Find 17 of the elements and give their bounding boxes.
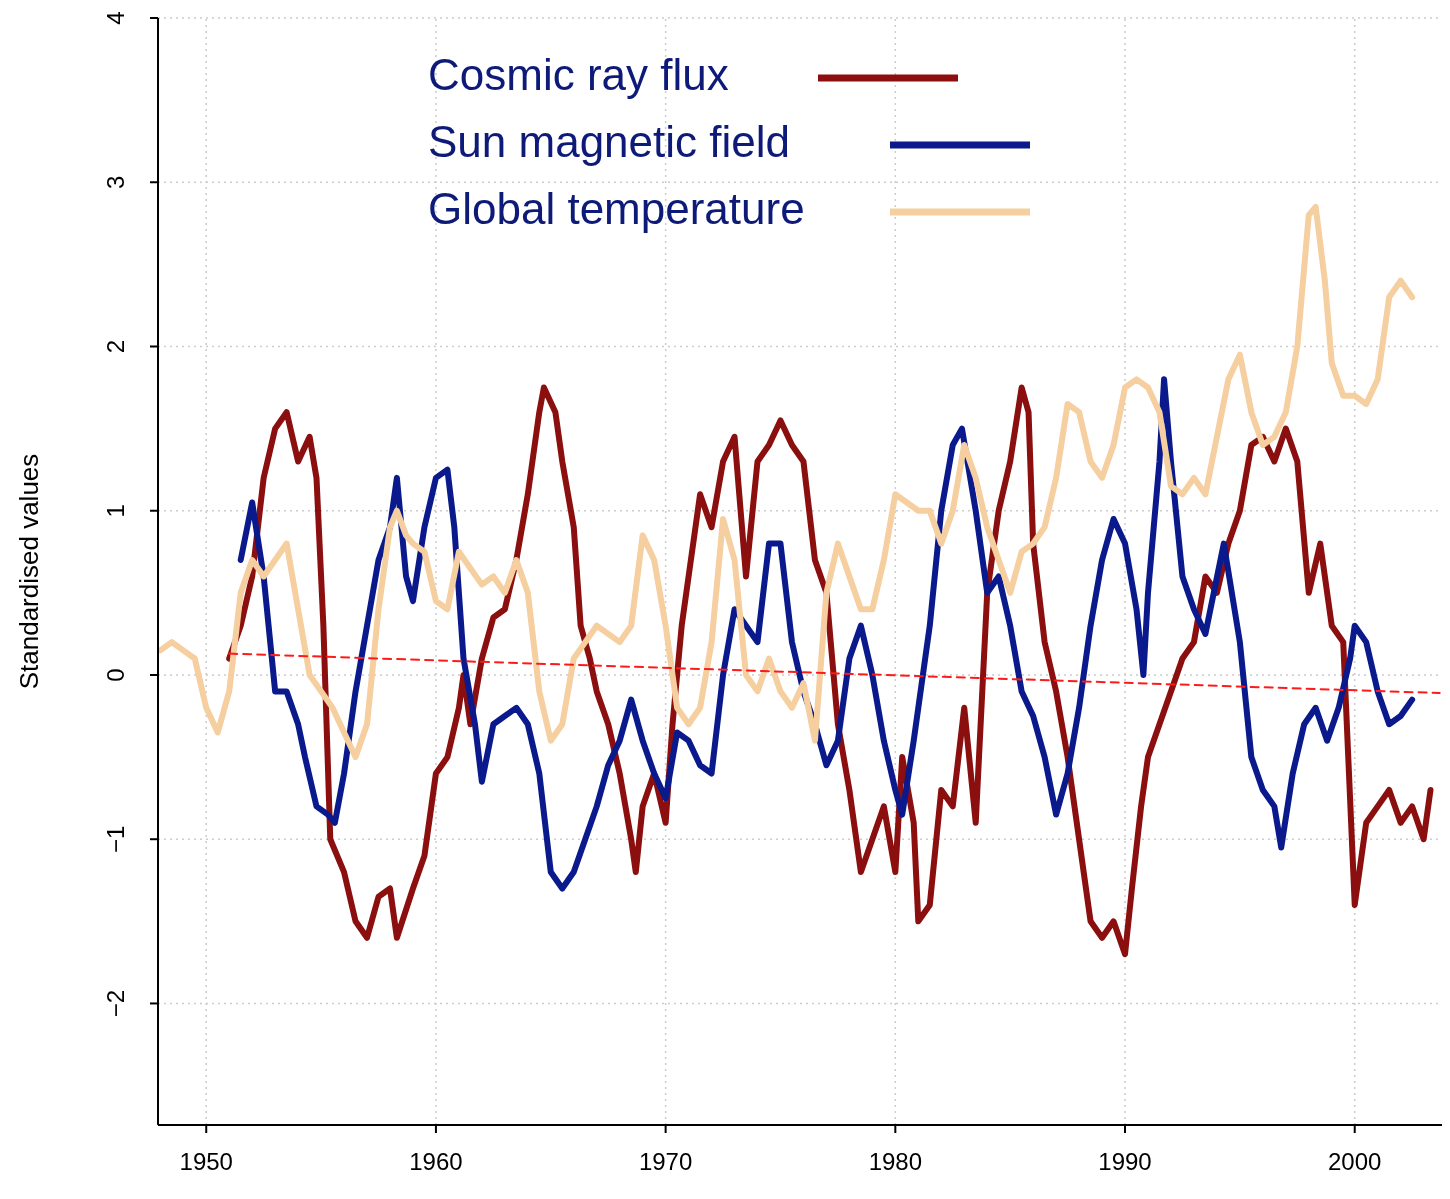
y-tick-label: 4 [102, 11, 130, 25]
x-tick-label: 1960 [409, 1148, 463, 1175]
legend-label: Global temperature [428, 183, 805, 233]
x-tick-label: 2000 [1328, 1148, 1382, 1175]
y-tick-label: 2 [102, 339, 130, 354]
y-tick-label: 0 [102, 668, 130, 682]
x-tick-label: 1950 [179, 1148, 233, 1175]
y-tick-label: 3 [102, 175, 130, 189]
y-axis-title: Standardised values [14, 453, 44, 690]
y-tick-label: −2 [102, 989, 130, 1018]
x-tick-label: 1980 [868, 1148, 923, 1175]
y-tick-label: 1 [102, 504, 130, 518]
x-tick-label: 1990 [1098, 1148, 1152, 1175]
legend-label: Sun magnetic field [428, 116, 790, 166]
legend-label: Cosmic ray flux [428, 49, 729, 99]
x-tick-label: 1970 [638, 1148, 693, 1175]
y-tick-label: −1 [102, 825, 130, 853]
